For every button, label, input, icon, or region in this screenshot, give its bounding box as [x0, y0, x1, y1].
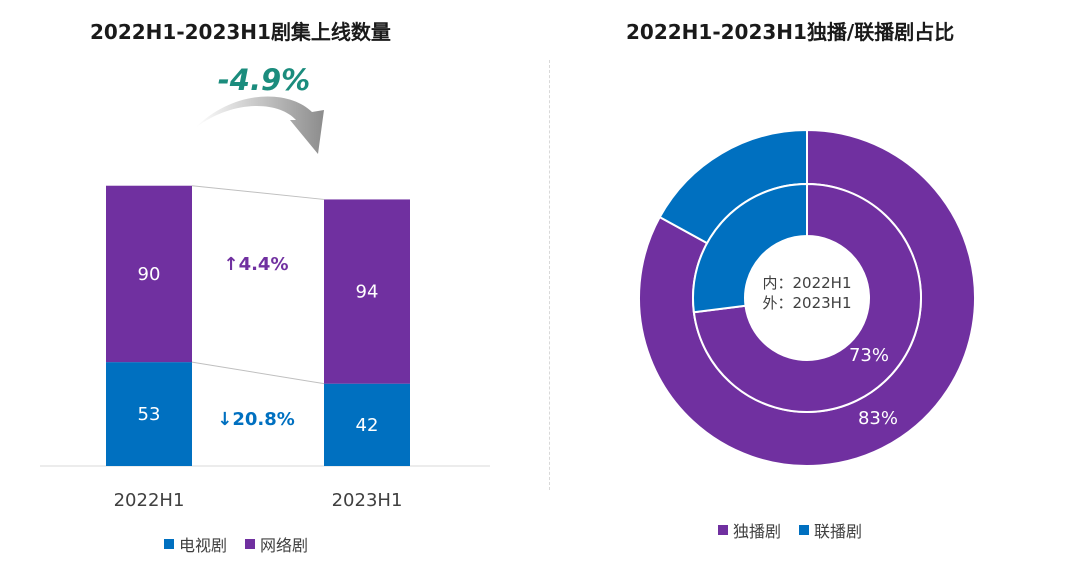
legend-label-exclusive: 独播剧	[733, 522, 782, 541]
category-label-2022h1: 2022H1	[114, 490, 185, 511]
value-label-2022h1-tv: 53	[138, 404, 161, 425]
donut-chart: 内：2022H1 外：2023H1 73% 83%	[638, 128, 976, 467]
inner-ring-syndicated	[692, 182, 808, 314]
chart-divider	[549, 60, 550, 490]
legend-label-syndicated: 联播剧	[814, 522, 863, 541]
legend-label-tv: 电视剧	[179, 536, 228, 555]
connector-mid	[191, 361, 325, 385]
inner-value-label: 73%	[849, 345, 889, 366]
bar-2022h1-web	[106, 185, 192, 363]
donut-chart-legend: 独播剧 联播剧	[718, 518, 862, 542]
legend-item-exclusive: 独播剧	[718, 518, 781, 542]
category-label-2023h1: 2023H1	[332, 490, 403, 511]
legend-swatch-tv	[164, 539, 174, 549]
bar-2022h1-tv	[106, 362, 192, 466]
value-label-2022h1-web: 90	[138, 264, 161, 285]
bar-chart-legend: 电视剧 网络剧	[164, 532, 308, 556]
tv-change-label: ↓20.8%	[217, 409, 295, 430]
trend-arrow-icon	[195, 96, 324, 154]
center-text-inner: 内：2022H1	[763, 274, 852, 292]
legend-swatch-exclusive	[718, 525, 728, 535]
center-text-outer: 外：2023H1	[763, 294, 852, 312]
legend-item-syndicated: 联播剧	[799, 518, 862, 542]
legend-label-web: 网络剧	[260, 536, 309, 555]
inner-ring-exclusive	[692, 182, 922, 413]
web-change-label: ↑4.4%	[223, 254, 288, 275]
donut-chart-title: 2022H1-2023H1独播/联播剧占比	[626, 20, 955, 44]
bar-2023h1-tv	[324, 383, 410, 466]
bar-chart: -4.9% 53 90 42 94 ↑4.4% ↓20.8% 2022H1 20…	[40, 63, 490, 511]
bar-2023h1-web	[324, 199, 410, 384]
legend-swatch-web	[245, 539, 256, 549]
legend-swatch-syndicated	[799, 525, 810, 535]
value-label-2023h1-tv: 42	[356, 415, 379, 436]
legend-item-web: 网络剧	[245, 532, 308, 556]
total-change-label: -4.9%	[218, 63, 310, 97]
connector-top	[191, 185, 325, 200]
value-label-2023h1-web: 94	[356, 282, 379, 303]
bar-chart-title: 2022H1-2023H1剧集上线数量	[90, 20, 391, 44]
legend-item-tv: 电视剧	[164, 532, 227, 556]
outer-value-label: 83%	[858, 408, 898, 429]
